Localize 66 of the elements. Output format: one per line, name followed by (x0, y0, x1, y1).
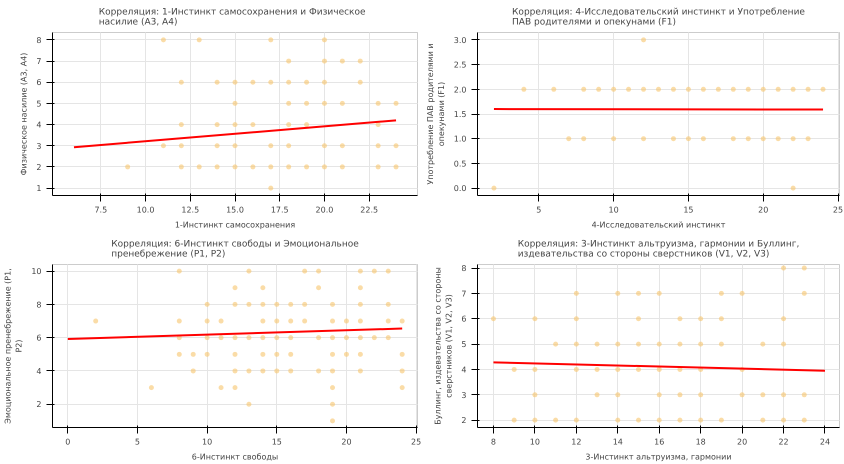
y-tick-label: 2.5 (454, 60, 467, 70)
y-tick-label: 3 (461, 390, 467, 400)
x-tick-label: 16 (654, 438, 664, 446)
y-axis-title: Буллинг, издевательства со стороны сверстников (V1, V2, V3) (434, 267, 454, 425)
x-tick-label: 18 (696, 438, 706, 446)
x-tick-label: 5 (134, 438, 140, 446)
y-tick-label: 8 (461, 264, 467, 274)
y-tick-label: 7 (461, 289, 467, 298)
x-tick-label: 8 (490, 438, 496, 446)
y-tick-label: 4 (36, 366, 42, 376)
x-tick-label: 10 (608, 206, 619, 214)
x-tick-label: 0 (65, 438, 70, 446)
y-axis-title: Эмоциональное пренебрежение (P1, P2) (4, 268, 24, 424)
chart-title: Корреляция: 6-Инстинкт свободы и Эмоциональное пренебрежение (P1, P2) (111, 240, 360, 260)
y-tick-label: 8 (36, 300, 42, 310)
y-tick-label: 3 (36, 142, 42, 151)
x-tick-label: 20.0 (316, 206, 334, 214)
y-tick-label: 4 (36, 120, 42, 130)
y-axis-title: Физическое насилие (А3, А4) (19, 52, 28, 176)
y-tick-label: 4 (461, 365, 467, 374)
y-tick-label: 2 (36, 162, 42, 172)
x-tick-label: 7.5 (94, 206, 108, 214)
y-tick-label: 1.5 (454, 110, 467, 119)
y-tick-label: 1 (36, 184, 42, 194)
x-axis-title: 6-Инстинкт свободы (192, 452, 278, 462)
y-tick-label: 7 (36, 57, 42, 66)
y-tick-label: 8 (36, 36, 42, 45)
x-tick-label: 10 (530, 438, 540, 446)
y-axis-title: Употребление ПАВ родителями и опекунами (F1) (426, 43, 446, 185)
y-tick-label: 6 (461, 314, 467, 324)
x-tick-label: 15.0 (226, 206, 244, 214)
x-tick-label: 25 (411, 438, 422, 446)
x-tick-label: 15 (683, 206, 694, 214)
y-tick-label: 6 (36, 334, 42, 343)
x-axis-title: 3-Инстинкт альтруизма, гармонии (585, 452, 732, 462)
x-tick-label: 20 (758, 206, 768, 214)
chart-title: Корреляция: 1-Инстинкт самосохранения и Физическое насилие (А3, А4) (98, 8, 366, 28)
x-tick-label: 22 (778, 438, 789, 446)
y-tick-label: 1.0 (454, 134, 467, 144)
x-axis-title: 1-Инстинкт самосохранения (174, 220, 296, 230)
x-tick-label: 12 (571, 438, 582, 446)
x-tick-label: 25 (832, 206, 844, 214)
y-tick-label: 0.0 (454, 184, 467, 194)
x-tick-label: 5 (536, 206, 542, 214)
y-tick-label: 10 (31, 267, 42, 276)
x-tick-label: 15 (272, 438, 282, 446)
x-tick-label: 14 (612, 438, 623, 446)
chart-title: Корреляция: 3-Инстинкт альтруизма, гармонии и Буллинг, издевательства со стороны сверстников (V1, V2, V3) (518, 240, 800, 260)
x-tick-label: 10.0 (136, 206, 154, 214)
y-tick-label: 0.5 (454, 159, 467, 168)
x-tick-label: 20 (737, 438, 748, 446)
y-tick-label: 2 (36, 400, 42, 410)
y-tick-label: 5 (36, 99, 42, 108)
y-tick-label: 2 (461, 416, 467, 426)
x-tick-label: 24 (820, 438, 830, 446)
x-tick-label: 10 (202, 438, 212, 446)
y-tick-label: 2.0 (454, 85, 467, 94)
x-tick-label: 17.5 (270, 206, 289, 214)
y-tick-label: 6 (36, 78, 42, 88)
x-axis-title: 4-Исследовательский инстинкт (592, 220, 726, 230)
x-tick-label: 22.5 (360, 206, 378, 214)
chart-title: Корреляция: 4-Исследовательский инстинкт и Употребление ПАВ родителями и опекунами (F1) (512, 8, 806, 28)
y-tick-label: 3.0 (454, 36, 467, 45)
x-tick-label: 20 (341, 438, 352, 446)
y-tick-label: 5 (461, 340, 467, 350)
x-tick-label: 12.5 (181, 206, 200, 214)
